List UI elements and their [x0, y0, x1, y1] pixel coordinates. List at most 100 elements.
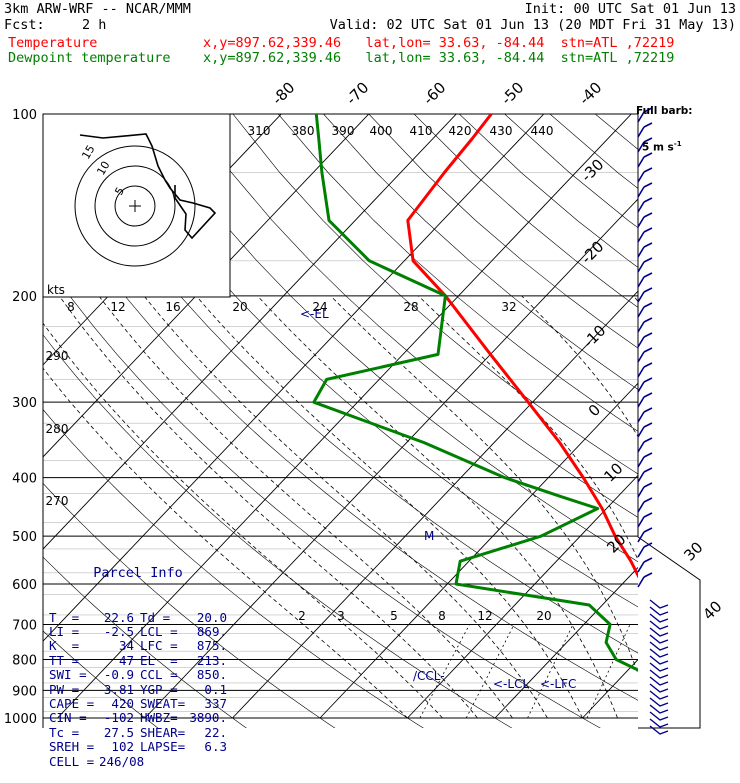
- parcel-info-cell: 875.: [197, 639, 227, 653]
- theta-label: 380: [292, 124, 315, 138]
- wind-barb: [638, 453, 652, 467]
- dry-adiabat: [278, 114, 740, 731]
- temp-tick-label-top: -40: [575, 78, 605, 108]
- level-annotation: <-LFC: [540, 677, 576, 691]
- dry-adiabat: [595, 114, 740, 731]
- speed-tick-label: 20: [232, 300, 247, 314]
- mixing-ratio-label: 8: [438, 609, 446, 623]
- theta-left-label: 270: [46, 494, 69, 508]
- temp-tick-label-top: -80: [268, 78, 298, 108]
- parcel-info-cell: -102: [104, 711, 134, 725]
- parcel-info-cell: CAPE =: [49, 697, 94, 711]
- wind-barb: [638, 273, 652, 287]
- pressure-tick-label: 100: [12, 108, 37, 123]
- theta-left-label: 290: [46, 349, 69, 363]
- parcel-info-cell: 420: [111, 697, 134, 711]
- parcel-info-cell: -0.9: [104, 668, 134, 682]
- parcel-info-cell: K =: [49, 639, 79, 653]
- hodograph-units: kts: [47, 283, 65, 297]
- theta-label: 430: [490, 124, 513, 138]
- level-annotation: M: [424, 529, 434, 543]
- wind-barb: [650, 712, 668, 720]
- pressure-tick-label: 900: [12, 684, 37, 699]
- temp-tick-label-right: 30: [680, 538, 706, 564]
- wind-barb: [650, 635, 668, 643]
- wind-barb: [638, 258, 652, 272]
- parcel-info-cell: CIN =: [49, 711, 87, 725]
- pressure-tick-label: 600: [12, 578, 37, 593]
- level-annotation: <-LCL: [493, 677, 529, 691]
- mixing-ratio-label: 5: [390, 609, 398, 623]
- parcel-info-cell: SWEAT=: [140, 697, 185, 711]
- wind-barb: [638, 513, 652, 527]
- wind-barb: [650, 705, 668, 713]
- parcel-info-cell: 246/08: [99, 755, 144, 769]
- wind-barb: [650, 698, 668, 706]
- theta-label: 390: [332, 124, 355, 138]
- parcel-info-cell: LI =: [49, 625, 79, 639]
- dry-adiabat: [550, 114, 740, 731]
- parcel-info-cell: 34: [119, 639, 134, 653]
- wind-barb: [650, 684, 668, 692]
- dry-adiabat: [369, 114, 740, 731]
- parcel-info-row: TT = 47 EL = 213.: [43, 654, 233, 668]
- parcel-info-cell: PW =: [49, 683, 79, 697]
- wind-barb: [638, 333, 652, 347]
- speed-tick-label: 32: [501, 300, 516, 314]
- parcel-info-cell: TT =: [49, 654, 79, 668]
- temp-tick-label-right: 40: [699, 597, 725, 623]
- speed-tick-label: 8: [67, 300, 75, 314]
- parcel-info-title: Parcel Info: [43, 566, 233, 582]
- isotherm: [670, 114, 740, 718]
- theta-label: 440: [531, 124, 554, 138]
- parcel-info-cell: 869.: [197, 625, 227, 639]
- wind-barb: [650, 663, 668, 671]
- parcel-info-cell: Tc =: [49, 726, 79, 740]
- parcel-info-cell: YGP =: [140, 683, 178, 697]
- parcel-info-cell: LAPSE=: [140, 740, 185, 754]
- isotherm: [495, 114, 740, 718]
- wind-barb: [638, 213, 652, 227]
- dry-adiabat: [641, 114, 740, 731]
- theta-label: 420: [449, 124, 472, 138]
- wind-barb: [638, 228, 652, 242]
- wind-barb: [650, 719, 668, 727]
- wind-barb: [650, 677, 668, 685]
- parcel-info-cell: 20.0: [197, 611, 227, 625]
- wind-barb: [638, 168, 652, 182]
- pressure-tick-label: 700: [12, 618, 37, 633]
- speed-tick-label: 28: [403, 300, 418, 314]
- parcel-info-cell: LFC =: [140, 639, 178, 653]
- wind-barb: [638, 483, 652, 497]
- wind-barb: [638, 423, 652, 437]
- wind-barb: [638, 243, 652, 257]
- parcel-info-cell: 850.: [197, 668, 227, 682]
- mixing-ratio-line: [528, 624, 573, 718]
- wind-barb: [650, 642, 668, 650]
- temp-tick-label-top: -70: [342, 78, 372, 108]
- mixing-ratio-label: 20: [536, 609, 551, 623]
- wind-barb: [638, 363, 652, 377]
- wind-barb: [638, 183, 652, 197]
- moist-adiabat: [634, 296, 740, 718]
- moist-adiabat: [418, 296, 687, 718]
- wind-barb: [650, 607, 668, 615]
- mixing-ratio-label: 3: [337, 609, 345, 623]
- wind-barb: [638, 528, 652, 542]
- parcel-info-cell: -2.5: [104, 625, 134, 639]
- wind-barb: [638, 198, 652, 212]
- parcel-info-cell: 213.: [197, 654, 227, 668]
- speed-tick-label: 12: [110, 300, 125, 314]
- wind-barb: [650, 726, 668, 734]
- wind-barb: [638, 408, 652, 422]
- dry-adiabat: [505, 114, 740, 731]
- temp-tick-label-right: 10: [600, 459, 626, 485]
- parcel-info-cell: EL =: [140, 654, 178, 668]
- dry-adiabat: [459, 114, 740, 731]
- parcel-info-cell: 47: [119, 654, 134, 668]
- speed-tick-label: 16: [165, 300, 180, 314]
